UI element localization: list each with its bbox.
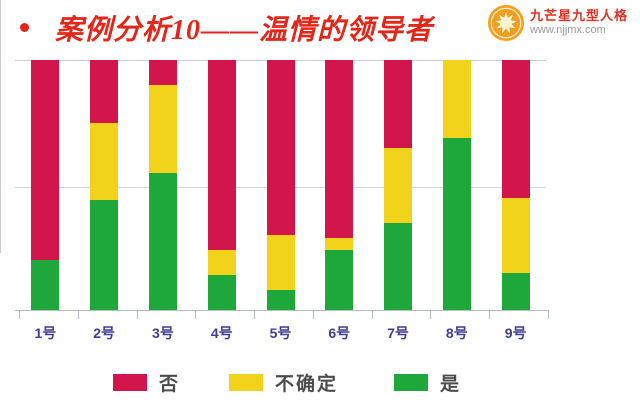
x-axis-tick	[19, 311, 20, 319]
enneagram-star-icon	[487, 4, 525, 42]
bar-segment-否	[90, 60, 119, 123]
bar-segment-否	[207, 60, 236, 250]
legend-item-uncertain: 不确定	[229, 369, 338, 396]
bar-3号	[148, 60, 177, 310]
bar-segment-否	[31, 60, 60, 260]
bar-segment-不确定	[442, 60, 471, 138]
bar-segment-不确定	[148, 85, 177, 173]
bar-segment-否	[325, 60, 354, 238]
legend-swatch-yes	[394, 374, 428, 391]
bar-4号	[207, 60, 236, 310]
bar-5号	[266, 60, 295, 310]
bar-segment-不确定	[325, 237, 354, 250]
legend-label-no: 否	[159, 374, 181, 395]
bar-segment-是	[90, 200, 119, 310]
bar-segment-不确定	[207, 250, 236, 275]
legend-swatch-uncertain	[229, 374, 263, 391]
bar-segment-是	[31, 260, 60, 310]
brand-text: 九芒星九型人格 www.njjmx.com	[529, 8, 628, 37]
x-axis-tick	[254, 311, 256, 319]
bar-segment-否	[148, 60, 177, 85]
bar-segment-是	[325, 250, 354, 310]
bar-2号	[90, 60, 119, 310]
bar-segment-是	[384, 222, 413, 310]
x-axis-tick	[548, 311, 549, 319]
x-axis-tick	[312, 311, 314, 319]
x-axis-label-3号: 3号	[152, 325, 174, 341]
x-axis-tick	[371, 311, 373, 319]
bar-1号	[31, 60, 60, 310]
x-axis-label-6号: 6号	[328, 325, 351, 341]
x-axis-label-2号: 2号	[93, 325, 116, 341]
bar-segment-是	[266, 290, 295, 310]
bar-segment-否	[266, 60, 295, 235]
chart-legend: 否 不确定 是	[0, 369, 640, 395]
bar-segment-是	[207, 275, 236, 310]
bar-segment-是	[442, 137, 471, 310]
brand-url: www.njjmx.com	[529, 24, 606, 37]
x-axis-tick	[430, 311, 432, 319]
brand-name: 九芒星九型人格	[529, 8, 628, 24]
legend-label-uncertain: 不确定	[275, 374, 339, 395]
x-axis-label-5号: 5号	[269, 325, 292, 341]
x-axis-line	[15, 310, 549, 311]
bar-6号	[325, 60, 354, 310]
x-axis-label-7号: 7号	[387, 325, 409, 341]
bar-7号	[384, 60, 413, 310]
x-axis-tick	[489, 311, 491, 319]
page-title: 案例分析10——温情的领导者	[55, 15, 434, 46]
bar-segment-不确定	[501, 197, 530, 273]
x-axis-tick	[136, 311, 138, 319]
bar-segment-是	[148, 172, 177, 310]
legend-label-yes: 是	[440, 374, 462, 395]
y-axis-line	[0, 0, 1, 253]
bar-segment-否	[384, 60, 413, 148]
x-axis-label-4号: 4号	[210, 325, 233, 341]
slide-header: • 案例分析10——温情的领导者 九芒星九型人格 www.njjmx.com	[0, 0, 640, 56]
x-axis-label-8号: 8号	[445, 325, 468, 341]
bar-segment-不确定	[266, 235, 295, 290]
legend-item-yes: 是	[394, 369, 461, 396]
bar-segment-否	[501, 60, 530, 198]
bar-segment-是	[501, 272, 530, 310]
x-axis-tick	[195, 311, 197, 319]
legend-swatch-no	[113, 374, 147, 391]
bar-9号	[501, 60, 530, 310]
x-axis-tick	[77, 311, 79, 319]
brand-logo: 九芒星九型人格 www.njjmx.com	[487, 4, 628, 42]
bar-8号	[442, 60, 471, 310]
x-axis-label-9号: 9号	[504, 325, 527, 341]
bullet-icon: •	[20, 23, 29, 32]
legend-item-no: 否	[113, 369, 180, 396]
bar-segment-不确定	[90, 122, 119, 200]
bar-segment-不确定	[384, 147, 413, 223]
x-axis-label-1号: 1号	[34, 325, 57, 341]
